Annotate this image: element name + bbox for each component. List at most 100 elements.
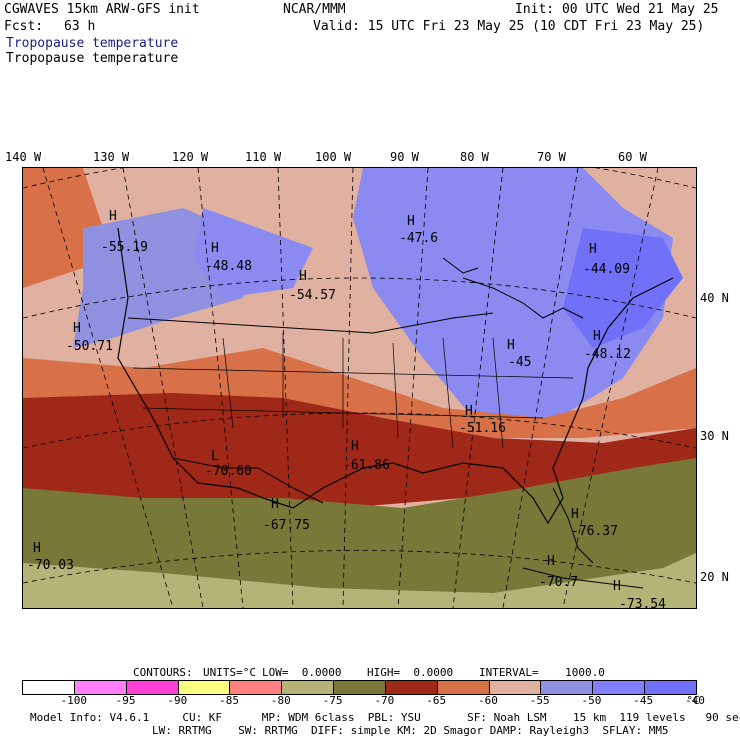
- valid-time: Valid: 15 UTC Fri 23 May 25 (10 CDT Fri …: [313, 19, 705, 34]
- contours-low: LOW= 0.0000: [262, 666, 342, 679]
- extremum-value: -45: [508, 355, 531, 370]
- extremum-value: -48.48: [205, 259, 252, 274]
- extremum-value: -44.09: [583, 262, 630, 277]
- lat-label: 30 N: [700, 429, 729, 443]
- colorbar-label: -65: [426, 694, 447, 707]
- caribbean-islands: [522, 567, 644, 589]
- lon-label: 120 W: [172, 150, 209, 164]
- contours-interval: INTERVAL= 1000.0: [479, 666, 605, 679]
- colorbar-label: °C: [686, 694, 700, 707]
- great-lakes: [462, 277, 584, 319]
- colorbar-label: -55: [529, 694, 550, 707]
- map-canvas: H -55.19 H -48.48 H -54.57 H -47.6 H -44…: [23, 168, 696, 608]
- colorbar-label: -60: [477, 694, 498, 707]
- colorbar-cell: [489, 681, 542, 694]
- fcst-value: 63 h: [64, 19, 96, 34]
- lat-label: 20 N: [700, 570, 729, 584]
- extremum-letter: H: [299, 269, 307, 284]
- field-band-minus50-north: [193, 208, 313, 298]
- colorbar-cell: [23, 681, 75, 694]
- lon-label: 110 W: [245, 150, 282, 164]
- lon-line: [452, 168, 504, 608]
- colorbar-cell: [230, 681, 283, 694]
- state-borders: [222, 333, 504, 449]
- contours-label: CONTOURS:: [133, 666, 193, 679]
- extremum-value: -50.71: [66, 339, 113, 354]
- state-borders-horizontal: [132, 367, 574, 419]
- lake-superior: [442, 257, 479, 274]
- lon-line: [562, 168, 659, 608]
- extremum-value: -61.86: [343, 458, 390, 473]
- lon-label: 130 W: [93, 150, 130, 164]
- field-band-minus70: [23, 458, 696, 608]
- lon-line: [342, 168, 354, 608]
- lon-line: [397, 168, 429, 608]
- colorbar-cell: [385, 681, 438, 694]
- field-band-minus45: [563, 228, 683, 348]
- colorbar-cell: [334, 681, 386, 694]
- physics-info: LW: RRTMG SW: RRTMG DIFF: simple KM: 2D …: [152, 724, 669, 737]
- tropopause-temperature-map: H -55.19 H -48.48 H -54.57 H -47.6 H -44…: [22, 167, 697, 609]
- us-canada-border: [127, 312, 494, 334]
- us-mexico-border: [172, 457, 324, 504]
- extremum-value: -70.03: [27, 558, 74, 573]
- colorbar-label: -80: [270, 694, 291, 707]
- field-title: Tropopause temperature: [6, 36, 179, 51]
- lon-line: [197, 168, 244, 608]
- colorbar-cell: [645, 681, 696, 694]
- extremum-value: -70.7: [539, 575, 578, 590]
- extremum-letter: H: [465, 404, 473, 419]
- org-label: NCAR/MMM: [283, 2, 346, 17]
- extremum-letter: H: [73, 321, 81, 336]
- init-time: Init: 00 UTC Wed 21 May 25: [515, 2, 719, 17]
- fcst-label: Fcst:: [4, 19, 44, 34]
- extremum-letter: H: [33, 541, 41, 556]
- lon-label: 100 W: [315, 150, 352, 164]
- lat-line-30n: [23, 412, 696, 449]
- extremum-letter: H: [589, 242, 597, 257]
- colorbar-label: -85: [219, 694, 239, 707]
- lat-line-20n: [23, 550, 696, 584]
- colorbar-label: -100: [60, 694, 88, 707]
- extremum-value: -70.60: [205, 464, 252, 479]
- extremum-letter: H: [271, 497, 279, 512]
- field-band-minus60-south: [23, 348, 696, 438]
- field-band-minus65: [23, 393, 696, 513]
- extremum-value: -54.57: [289, 288, 336, 303]
- contours-units: UNITS=°C: [203, 666, 256, 679]
- colorbar-cell: [282, 681, 335, 694]
- lon-label: 70 W: [537, 150, 566, 164]
- field-band-minus75: [23, 553, 696, 608]
- extremum-value: -73.54: [619, 597, 666, 608]
- extremum-letter: H: [109, 209, 117, 224]
- lon-label: 60 W: [618, 150, 647, 164]
- extremum-letter: H: [407, 214, 415, 229]
- extremum-letter: H: [547, 554, 555, 569]
- colorbar-label: -70: [374, 694, 395, 707]
- extremum-value: -55.19: [101, 240, 148, 255]
- colorbar-cell: [74, 681, 127, 694]
- colorbar-cell: [178, 681, 231, 694]
- model-info: Model Info: V4.6.1 CU: KF MP: WDM 6class…: [30, 711, 740, 724]
- extremum-letter: H: [593, 329, 601, 344]
- extremum-letter: H: [571, 507, 579, 522]
- colorbar-label: -75: [322, 694, 343, 707]
- extremum-letter: H: [351, 439, 359, 454]
- model-title: CGWAVES 15km ARW-GFS init: [4, 2, 200, 17]
- contours-high: HIGH= 0.0000: [367, 666, 454, 679]
- colorbar-label: -45: [633, 694, 654, 707]
- extremum-value: -51.16: [459, 421, 506, 436]
- field-subtitle: Tropopause temperature: [6, 51, 179, 66]
- extremum-value: -47.6: [399, 231, 438, 246]
- extremum-value: -48.12: [584, 347, 631, 362]
- lon-line: [277, 168, 294, 608]
- colorbar-cell: [126, 681, 179, 694]
- colorbar-label: -40: [685, 694, 705, 707]
- lon-label: 90 W: [390, 150, 419, 164]
- colorbar-label: -50: [581, 694, 602, 707]
- lon-line: [122, 168, 204, 608]
- extremum-value: -76.37: [571, 524, 618, 539]
- extremum-letter: H: [507, 338, 515, 353]
- coastline: [117, 227, 674, 525]
- lon-label: 80 W: [460, 150, 489, 164]
